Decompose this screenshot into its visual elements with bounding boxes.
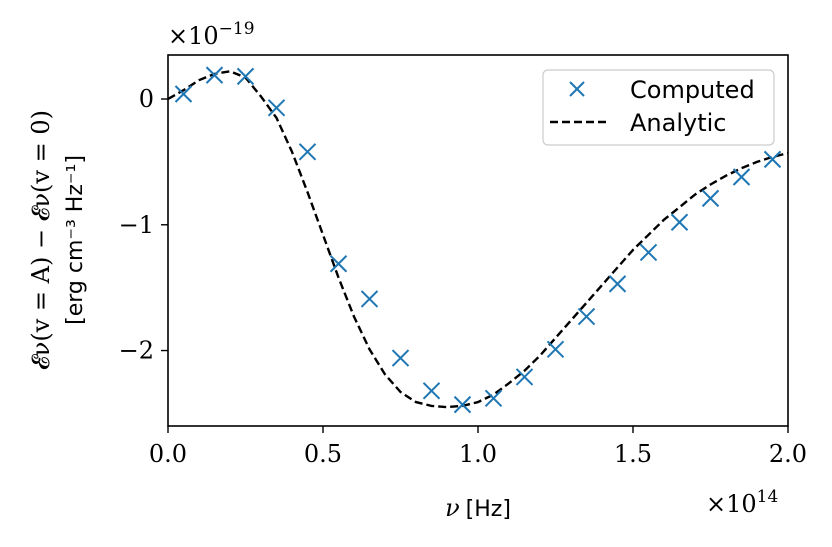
computed-point bbox=[236, 67, 255, 86]
computed-point bbox=[453, 395, 472, 414]
x-multiplier: ×1014 bbox=[706, 487, 778, 518]
computed-point bbox=[701, 189, 720, 208]
y-tick-label: 0 bbox=[139, 85, 154, 113]
legend-computed-label: Computed bbox=[630, 76, 755, 104]
y-axis-label-line2: [erg cm⁻³ Hz⁻¹] bbox=[63, 155, 88, 325]
x-tick-label: 0.5 bbox=[304, 440, 342, 468]
computed-point bbox=[546, 340, 565, 358]
legend: Computed Analytic bbox=[542, 69, 775, 146]
computed-point bbox=[732, 168, 751, 186]
computed-point bbox=[329, 255, 348, 273]
y-tick-label: −1 bbox=[119, 211, 154, 239]
x-tick-label: 1.0 bbox=[459, 440, 497, 468]
legend-box bbox=[542, 69, 775, 146]
y-tick-label: −2 bbox=[119, 337, 154, 365]
computed-point bbox=[422, 382, 441, 400]
y-axis-label-line1: 𝓔ν(v = A) − 𝓔ν(v = 0) bbox=[27, 110, 55, 370]
computed-point bbox=[577, 307, 596, 326]
computed-point bbox=[639, 243, 658, 262]
x-tick-label: 0.0 bbox=[149, 440, 187, 468]
axes: 0.0 0.5 1.0 1.5 2.0 0 −1 −2 bbox=[119, 54, 807, 468]
computed-point bbox=[267, 99, 286, 117]
computed-point bbox=[515, 368, 534, 386]
computed-point bbox=[360, 290, 379, 308]
legend-computed-marker bbox=[569, 81, 585, 97]
x-axis-label: ν [Hz] bbox=[445, 494, 511, 522]
computed-point bbox=[298, 143, 317, 161]
plot-area bbox=[167, 66, 789, 414]
computed-point bbox=[763, 150, 782, 169]
computed-point bbox=[484, 389, 503, 408]
computed-point bbox=[608, 275, 627, 293]
y-multiplier: ×10−19 bbox=[168, 19, 255, 50]
x-tick-label: 2.0 bbox=[769, 440, 807, 468]
computed-point bbox=[391, 349, 410, 367]
computed-point bbox=[670, 213, 689, 231]
legend-analytic-label: Analytic bbox=[630, 109, 726, 137]
x-tick-label: 1.5 bbox=[614, 440, 652, 468]
computed-point bbox=[205, 66, 224, 84]
analytic-line bbox=[167, 70, 789, 409]
computed-point bbox=[174, 85, 193, 103]
